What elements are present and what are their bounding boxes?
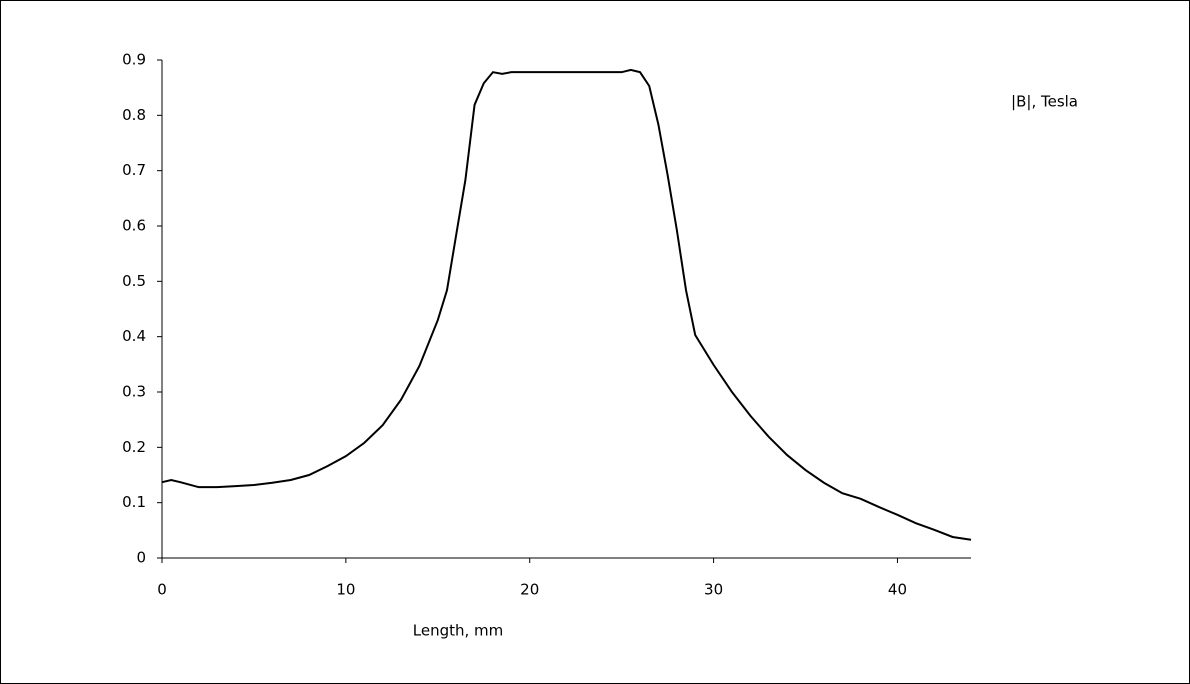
x-tick-label: 20 (520, 581, 539, 599)
y-tick-label: 0 (136, 549, 146, 567)
y-tick-label: 0.7 (122, 161, 146, 179)
y-tick-label: 0.9 (122, 51, 146, 69)
x-axis-label: Length, mm (413, 622, 504, 640)
x-tick-label: 10 (336, 581, 355, 599)
x-tick-label: 40 (888, 581, 907, 599)
y-tick-label: 0.6 (122, 217, 146, 235)
y-tick-label: 0.1 (122, 493, 146, 511)
y-tick-label: 0.2 (122, 438, 146, 456)
y-tick-label: 0.4 (122, 327, 146, 345)
y-tick-label: 0.3 (122, 383, 146, 401)
y-tick-label: 0.8 (122, 106, 146, 124)
legend-label: |B|, Tesla (1011, 93, 1078, 111)
x-tick-label: 30 (704, 581, 723, 599)
y-tick-label: 0.5 (122, 272, 146, 290)
data-line (161, 68, 972, 541)
x-tick-label: 0 (157, 581, 167, 599)
